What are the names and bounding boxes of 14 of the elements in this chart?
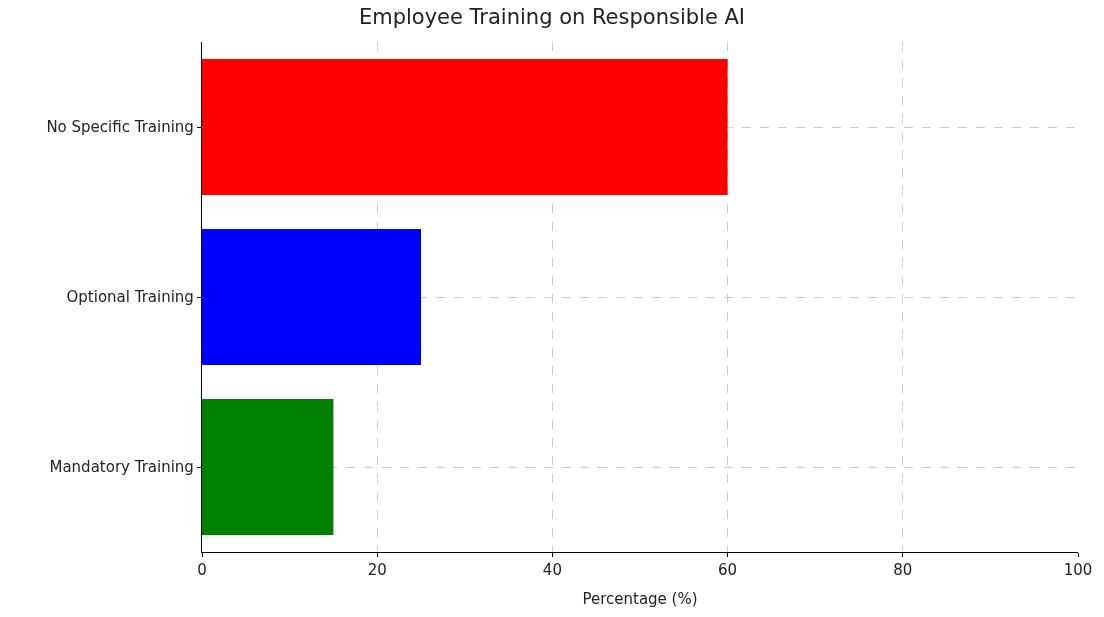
bar	[202, 399, 334, 535]
chart-title: Employee Training on Responsible AI	[358, 4, 746, 29]
x-tick-label: 20	[367, 561, 387, 580]
x-tick-label: 60	[718, 561, 738, 580]
x-axis-title: Percentage (%)	[582, 590, 698, 609]
bar	[202, 59, 728, 195]
y-tick-label: Optional Training	[66, 288, 194, 307]
x-tick-label: 80	[893, 561, 913, 580]
bar	[202, 229, 421, 365]
x-tick-label: 100	[1063, 561, 1093, 580]
y-tick-label: No Specific Training	[46, 118, 194, 137]
x-tick-label: 0	[197, 561, 207, 580]
y-tick-label: Mandatory Training	[49, 458, 194, 477]
x-tick-label: 40	[542, 561, 562, 580]
